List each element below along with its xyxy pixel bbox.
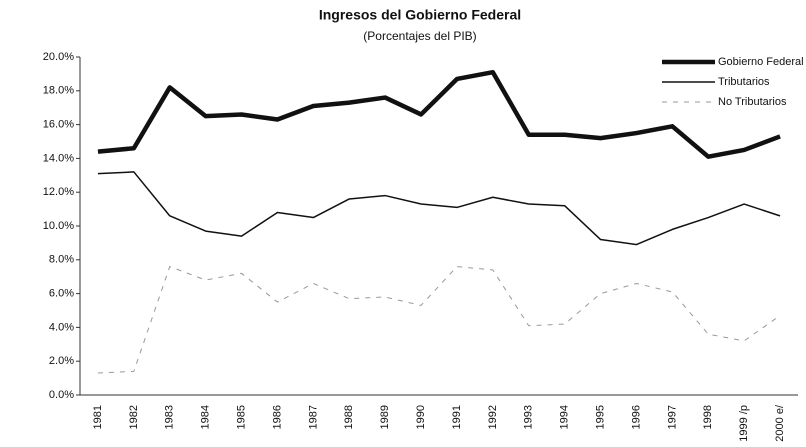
x-tick-label: 1983 — [164, 405, 176, 429]
legend-label: Gobierno Federal — [718, 56, 804, 68]
y-tick-label: 6.0% — [49, 288, 74, 300]
line-series — [97, 171, 781, 246]
x-tick-label: 1997 — [666, 405, 678, 429]
x-tick-label: 1990 — [415, 405, 427, 429]
x-tick-label: 1981 — [92, 405, 104, 429]
y-tick-label: 2.0% — [49, 355, 74, 367]
chart-subtitle: (Porcentajes del PIB) — [363, 29, 476, 43]
y-tick-label: 4.0% — [49, 321, 74, 333]
y-tick-label: 8.0% — [49, 254, 74, 266]
y-tick-label: 14.0% — [43, 152, 74, 164]
x-tick-label: 1989 — [379, 405, 391, 429]
chart-title: Ingresos del Gobierno Federal — [319, 7, 521, 23]
x-tick-label: 1992 — [487, 405, 499, 429]
line-series — [97, 266, 781, 374]
y-tick-label: 16.0% — [43, 119, 74, 131]
x-tick-label: 1987 — [307, 405, 319, 429]
x-tick-label: 1985 — [235, 405, 247, 429]
x-tick-label: 1986 — [271, 405, 283, 429]
line-series — [97, 69, 781, 159]
x-tick-label: 1982 — [128, 405, 140, 429]
x-tick-label: 1991 — [451, 405, 463, 429]
x-tick-label: 2000 e/ — [774, 404, 786, 442]
x-tick-label: 1988 — [343, 405, 355, 429]
y-tick-label: 0.0% — [49, 389, 74, 401]
legend-label: No Tributarios — [718, 96, 787, 108]
x-tick-label: 1993 — [523, 405, 535, 429]
x-tick-label: 1994 — [559, 405, 571, 429]
y-tick-label: 12.0% — [43, 186, 74, 198]
x-tick-label: 1984 — [200, 405, 212, 429]
legend-label: Tributarios — [718, 76, 770, 88]
x-tick-label: 1998 — [702, 405, 714, 429]
y-tick-label: 20.0% — [43, 51, 74, 63]
y-tick-label: 10.0% — [43, 220, 74, 232]
y-tick-label: 18.0% — [43, 85, 74, 97]
x-tick-label: 1999 /p — [738, 405, 750, 442]
x-tick-label: 1996 — [630, 405, 642, 429]
x-tick-label: 1995 — [594, 405, 606, 429]
